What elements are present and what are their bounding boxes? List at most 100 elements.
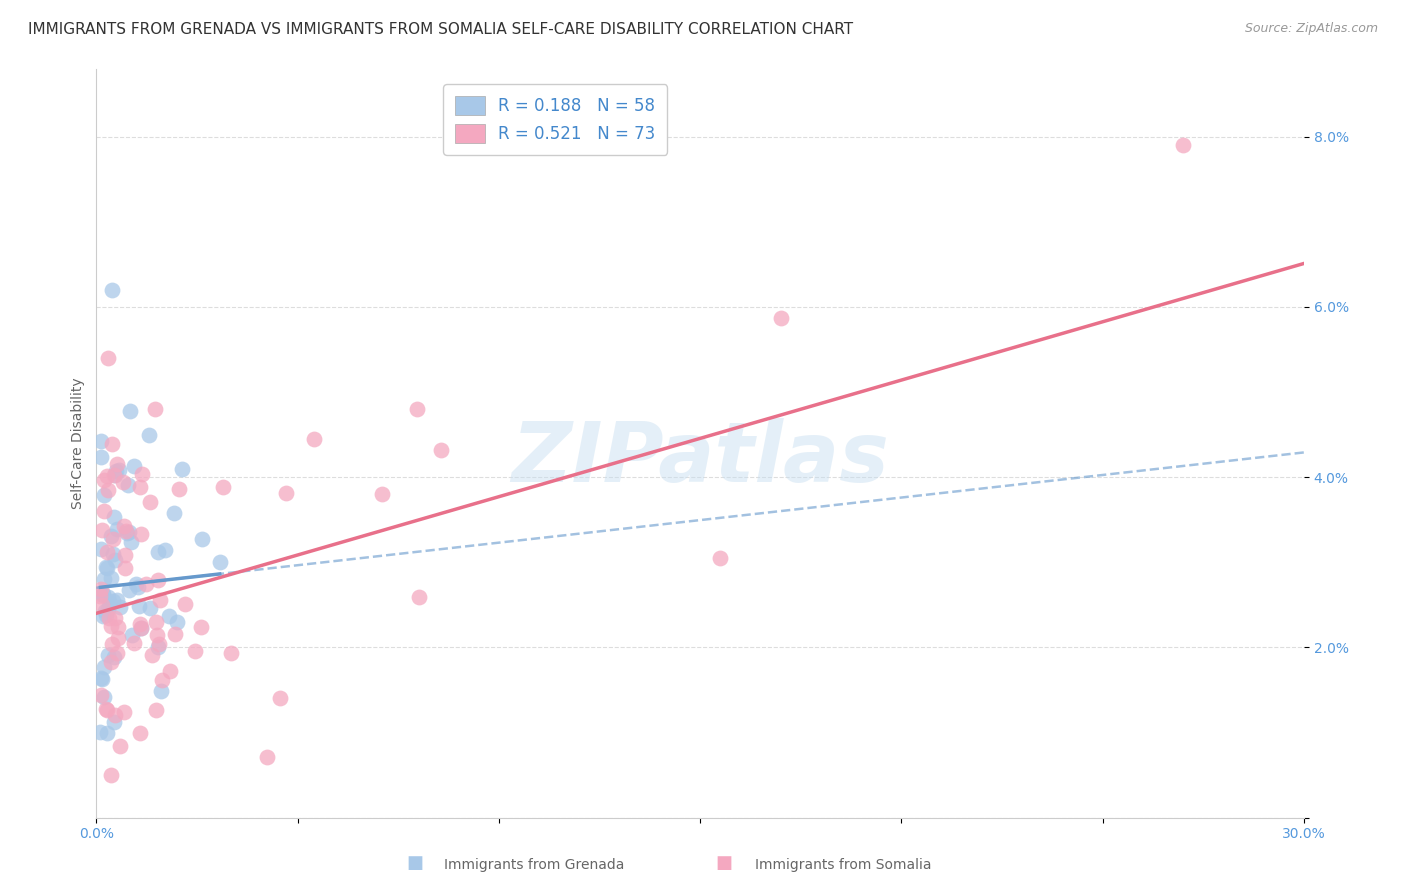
Point (104, 553, 127, 567)
Point (93, 473, 115, 487)
Point (112, 475, 135, 490)
Point (408, 590, 430, 604)
Point (97, 483, 120, 497)
Point (114, 561, 136, 575)
Point (122, 636, 145, 650)
Legend: R = 0.188   N = 58, R = 0.521   N = 73: R = 0.188 N = 58, R = 0.521 N = 73 (443, 85, 668, 154)
Point (163, 627, 186, 641)
Point (163, 506, 186, 520)
Point (135, 577, 157, 591)
Point (90, 582, 112, 596)
Point (103, 714, 125, 729)
Point (184, 643, 207, 657)
Point (114, 548, 136, 562)
Point (96, 561, 118, 575)
Point (128, 480, 150, 494)
Point (100, 655, 122, 669)
Point (97, 590, 120, 604)
Point (101, 594, 124, 608)
Point (103, 649, 125, 664)
Point (371, 487, 394, 501)
Point (148, 640, 170, 654)
Point (107, 458, 129, 472)
Point (103, 510, 125, 524)
Point (90, 434, 112, 448)
Point (129, 527, 152, 541)
Point (96, 703, 118, 717)
Text: Source: ZipAtlas.com: Source: ZipAtlas.com (1244, 22, 1378, 36)
Point (302, 433, 325, 447)
Point (96, 560, 118, 574)
Point (131, 467, 153, 481)
Point (107, 522, 129, 536)
Point (219, 647, 242, 661)
Point (143, 402, 166, 417)
Point (98, 595, 121, 609)
Text: ■: ■ (406, 855, 423, 872)
Point (173, 597, 195, 611)
Point (159, 664, 181, 678)
Point (96, 725, 118, 739)
Point (93, 572, 115, 586)
Point (148, 545, 170, 559)
Point (91, 523, 114, 537)
Point (148, 573, 170, 587)
Point (104, 611, 127, 625)
Point (169, 482, 191, 496)
Point (150, 673, 173, 688)
Point (97, 602, 120, 616)
Point (101, 532, 124, 546)
Point (105, 646, 128, 660)
Point (145, 615, 167, 629)
Point (100, 768, 122, 782)
Point (190, 620, 212, 634)
Point (191, 532, 214, 546)
Point (269, 691, 291, 706)
Point (104, 707, 127, 722)
Point (769, 310, 792, 325)
Text: Immigrants from Somalia: Immigrants from Somalia (755, 858, 932, 872)
Point (256, 750, 278, 764)
Point (101, 637, 124, 651)
Point (118, 582, 141, 597)
Point (105, 593, 128, 607)
Point (127, 581, 149, 595)
Point (112, 705, 135, 719)
Point (124, 459, 146, 474)
Y-axis label: Self-Care Disability: Self-Care Disability (72, 377, 86, 508)
Point (145, 703, 167, 717)
Point (121, 628, 143, 642)
Point (138, 427, 160, 442)
Point (93, 488, 115, 502)
Point (129, 621, 152, 635)
Point (145, 627, 167, 641)
Point (94, 607, 117, 622)
Point (129, 726, 152, 740)
Text: Immigrants from Grenada: Immigrants from Grenada (444, 858, 624, 872)
Point (153, 543, 176, 558)
Point (148, 637, 170, 651)
Point (96, 702, 118, 716)
Point (100, 529, 122, 543)
Point (91, 598, 114, 612)
Point (97, 351, 120, 365)
Point (91, 587, 114, 601)
Point (96, 468, 118, 483)
Point (93, 690, 115, 704)
Point (104, 468, 127, 483)
Point (108, 463, 131, 477)
Point (157, 608, 180, 623)
Point (709, 550, 731, 565)
Point (150, 684, 173, 698)
Point (90, 450, 112, 464)
Point (139, 494, 162, 508)
Point (114, 524, 136, 538)
Point (208, 555, 231, 569)
Point (107, 631, 129, 645)
Point (129, 617, 152, 632)
Point (276, 485, 298, 500)
Point (90, 541, 112, 556)
Point (89, 725, 111, 739)
Text: ■: ■ (716, 855, 733, 872)
Point (212, 480, 235, 494)
